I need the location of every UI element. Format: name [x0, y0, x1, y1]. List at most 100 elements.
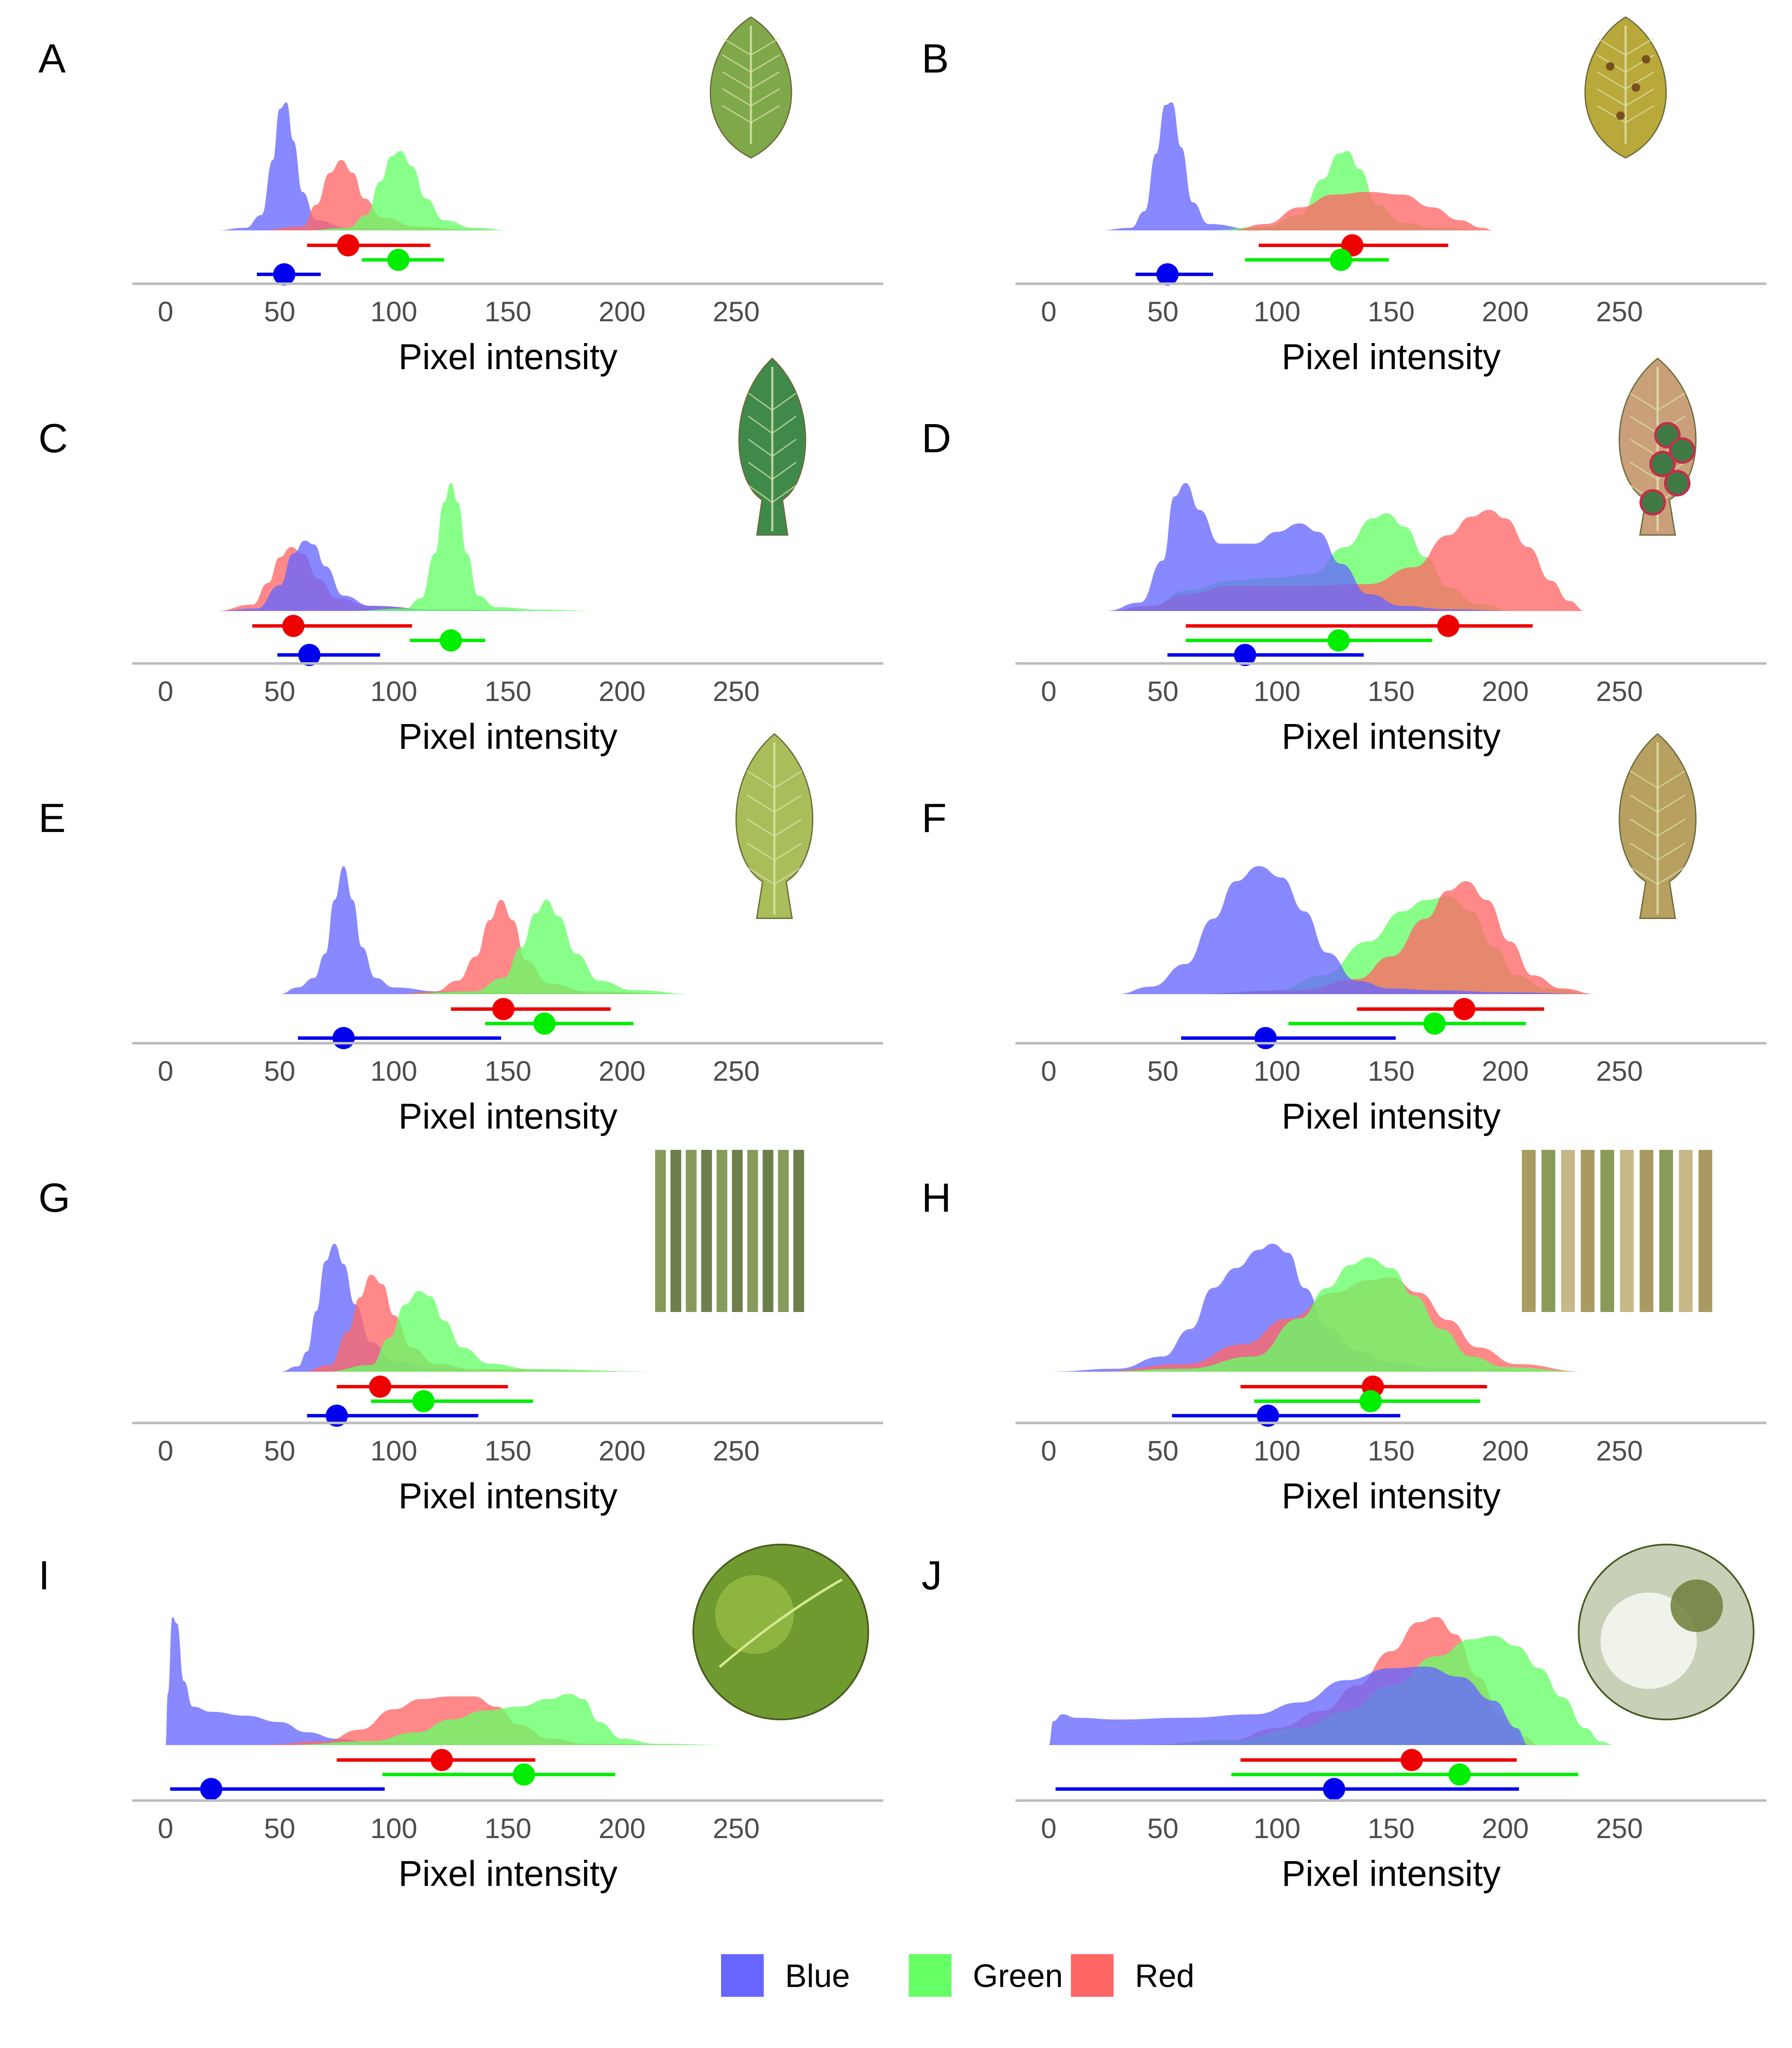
density-red	[394, 899, 695, 994]
leaf-icon	[738, 357, 806, 536]
density-red	[1231, 192, 1494, 230]
tick-label: 150	[484, 1055, 531, 1087]
mean-point-blue	[1323, 1778, 1345, 1800]
legend-swatch	[721, 1954, 764, 1997]
x-axis-title: Pixel intensity	[399, 1476, 618, 1516]
tick-label: 100	[370, 675, 417, 707]
panel-label: I	[38, 1553, 50, 1598]
tick-label: 250	[1596, 675, 1643, 707]
tick-label: 0	[158, 296, 174, 327]
panel-c: C 0 50 100 150 200 250 Pixel intensity	[38, 357, 883, 756]
mean-point-red	[282, 615, 305, 637]
tick-label: 200	[599, 296, 646, 327]
legend-label: Green	[973, 1958, 1063, 1994]
tick-label: 200	[1482, 1055, 1529, 1087]
x-axis-title: Pixel intensity	[399, 337, 618, 377]
mean-point-red	[337, 234, 359, 256]
tick-label: 100	[370, 1055, 417, 1087]
tick-label: 250	[713, 296, 759, 327]
tick-label: 150	[1367, 1055, 1414, 1087]
density-red	[1105, 510, 1585, 611]
mean-point-green	[439, 629, 462, 652]
panel-f: F 0 50 100 150 200 250 Pixel intensity	[922, 733, 1766, 1136]
tick-label: 100	[1254, 1055, 1300, 1087]
tick-label: 250	[1596, 1435, 1643, 1466]
tick-label: 250	[1596, 296, 1643, 327]
x-axis-title: Pixel intensity	[1282, 1853, 1501, 1894]
panel-label: E	[38, 795, 66, 841]
tick-label: 200	[1482, 675, 1529, 707]
tick-label: 50	[1147, 1812, 1178, 1844]
tick-label: 200	[599, 1435, 646, 1466]
panel-i: I 0 50 100 150 200 250 Pixel intensity	[38, 1544, 883, 1894]
density-green	[348, 483, 599, 611]
mean-point-blue	[298, 644, 321, 666]
density-blue	[166, 1617, 732, 1745]
panel-label: B	[922, 36, 949, 81]
legend-swatch	[909, 1954, 951, 1997]
legend: Blue Green Red	[721, 1954, 1194, 1997]
tick-label: 50	[1147, 675, 1178, 707]
tick-label: 0	[158, 1055, 174, 1087]
stems-icon	[653, 1150, 806, 1312]
leaf-icon	[1584, 16, 1667, 159]
panel-label: G	[38, 1175, 70, 1221]
panel-a: A 0 50 100 150 200 250 Pixel intensity	[38, 16, 883, 377]
mean-point-blue	[1254, 1027, 1277, 1049]
leaf-icon	[735, 733, 814, 919]
tick-label: 0	[1041, 1055, 1057, 1087]
density-green	[1208, 151, 1494, 230]
density-blue	[1049, 1244, 1585, 1372]
stems-icon	[1519, 1150, 1715, 1312]
tick-label: 0	[1041, 1435, 1057, 1466]
leaf-icon	[1618, 733, 1697, 919]
panel-g: G 0 50 100 150 200 250 Pixel intensity	[38, 1150, 883, 1516]
tick-label: 150	[1367, 1812, 1414, 1844]
tick-label: 200	[599, 1055, 646, 1087]
tick-label: 150	[484, 296, 531, 327]
x-axis-title: Pixel intensity	[1282, 716, 1501, 756]
mean-point-green	[1327, 629, 1350, 652]
x-axis-title: Pixel intensity	[399, 1096, 618, 1136]
density-red	[257, 160, 508, 230]
panel-label: D	[922, 416, 951, 461]
tick-label: 100	[370, 296, 417, 327]
panel-e: E 0 50 100 150 200 250 Pixel intensity	[38, 733, 883, 1136]
density-blue	[1117, 866, 1597, 994]
density-blue	[215, 541, 599, 611]
tick-label: 200	[1482, 1812, 1529, 1844]
tick-label: 50	[1147, 296, 1178, 327]
mean-point-blue	[273, 263, 296, 285]
density-green	[279, 1694, 732, 1745]
tick-label: 0	[1041, 296, 1057, 327]
tick-label: 50	[264, 1055, 295, 1087]
mean-point-blue	[326, 1405, 348, 1427]
mean-point-green	[533, 1012, 556, 1035]
tick-label: 50	[1147, 1055, 1178, 1087]
density-blue	[215, 102, 508, 230]
tick-label: 50	[1147, 1435, 1178, 1466]
mean-point-red	[431, 1749, 453, 1771]
mean-point-red	[369, 1376, 391, 1398]
panel-label: C	[38, 416, 68, 461]
density-blue	[1049, 1667, 1528, 1745]
tick-label: 0	[1041, 675, 1057, 707]
mean-point-green	[1449, 1763, 1471, 1786]
tick-label: 250	[1596, 1055, 1643, 1087]
tick-label: 250	[1596, 1812, 1643, 1844]
tick-label: 100	[370, 1435, 417, 1466]
panel-label: H	[922, 1175, 951, 1221]
mean-point-blue	[200, 1778, 222, 1800]
tick-label: 200	[599, 1812, 646, 1844]
tick-label: 0	[1041, 1812, 1057, 1844]
tick-label: 250	[713, 1435, 759, 1466]
mean-point-red	[1437, 615, 1460, 637]
tick-label: 200	[1482, 1435, 1529, 1466]
tick-label: 150	[484, 1435, 531, 1466]
tick-label: 200	[599, 675, 646, 707]
panel-h: H 0 50 100 150 200 250 Pixel intensity	[922, 1150, 1766, 1516]
x-axis-title: Pixel intensity	[399, 1853, 618, 1894]
density-green	[1094, 1257, 1585, 1372]
tick-label: 250	[713, 675, 759, 707]
tick-label: 0	[158, 1812, 174, 1844]
